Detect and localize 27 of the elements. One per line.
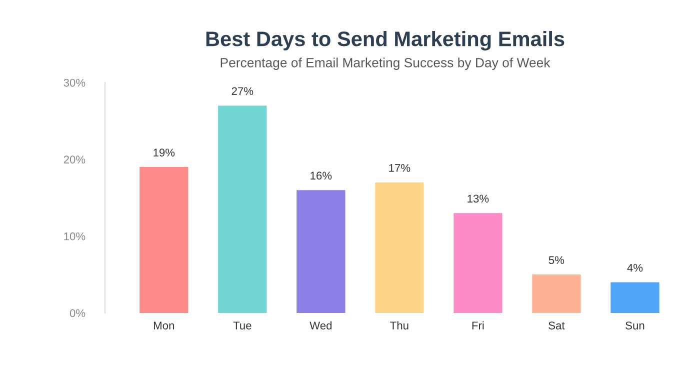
x-tick-label: Sat bbox=[548, 322, 565, 330]
data-label: 13% bbox=[468, 194, 489, 203]
data-label: 17% bbox=[389, 164, 410, 172]
x-tick-label: Mon bbox=[154, 322, 174, 330]
x-tick-label: Thu bbox=[390, 321, 408, 330]
y-tick-label: 10% bbox=[64, 232, 86, 240]
x-tick-label: Sun bbox=[626, 322, 644, 330]
x-tick-label: Wed bbox=[310, 321, 332, 330]
y-tick-label: 0% bbox=[70, 309, 86, 318]
x-tick-label: Tue bbox=[233, 322, 252, 330]
bar bbox=[610, 282, 660, 313]
bar bbox=[375, 182, 424, 313]
y-tick-label: 30% bbox=[64, 78, 86, 87]
data-label: 19% bbox=[154, 148, 175, 157]
chart-subtitle: Percentage of Email Marketing Success by Day of Week bbox=[220, 58, 550, 70]
chart-title: Best Days to Send Marketing Emails bbox=[206, 30, 564, 50]
bar bbox=[454, 213, 502, 313]
bar bbox=[532, 274, 581, 313]
bar bbox=[218, 106, 267, 313]
data-label: 27% bbox=[232, 87, 254, 96]
y-tick-label: 20% bbox=[64, 156, 86, 164]
data-label: 16% bbox=[310, 172, 332, 180]
bar bbox=[140, 167, 188, 313]
data-label: 4% bbox=[627, 264, 643, 272]
bar bbox=[296, 190, 346, 313]
data-label: 5% bbox=[548, 256, 564, 264]
x-tick-label: Fri bbox=[472, 321, 484, 330]
